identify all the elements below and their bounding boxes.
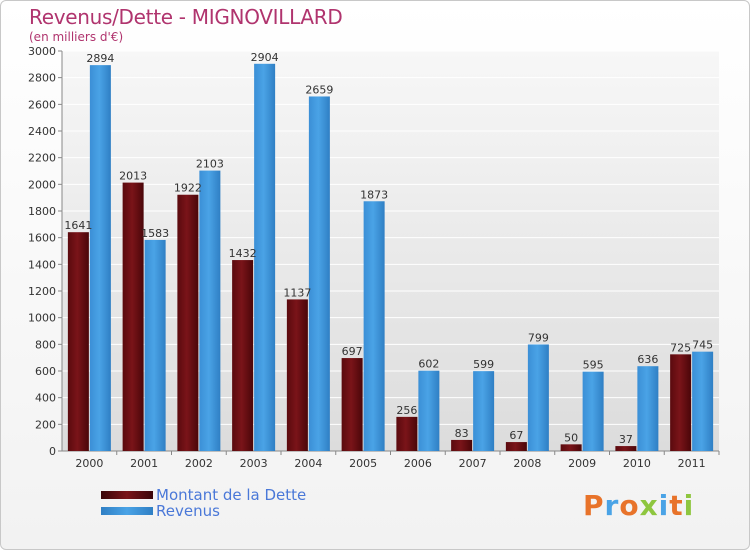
x-tick-label: 2009: [568, 457, 596, 470]
bar-dette: [505, 442, 527, 451]
bar-revenus: [199, 170, 221, 451]
bar-dette: [396, 416, 418, 451]
y-tick-label: 400: [35, 392, 56, 405]
legend-label-revenus: Revenus: [156, 502, 220, 520]
y-tick-label: 1600: [28, 232, 56, 245]
data-label-revenus: 2904: [251, 51, 279, 64]
data-label-dette: 50: [564, 431, 578, 444]
data-label-revenus: 799: [528, 331, 549, 344]
y-tick-label: 2800: [28, 72, 56, 85]
chart-title: Revenus/Dette - MIGNOVILLARD: [29, 5, 343, 29]
bar-revenus: [582, 371, 604, 451]
y-tick-label: 0: [49, 445, 56, 458]
data-label-dette: 1641: [64, 219, 92, 232]
y-tick-label: 1000: [28, 312, 56, 325]
logo-letter: i: [683, 489, 695, 522]
bar-revenus: [418, 370, 440, 451]
x-tick-label: 2008: [513, 457, 541, 470]
logo-letter: r: [604, 489, 620, 522]
legend-swatch-dette: [101, 491, 153, 499]
bar-revenus: [473, 371, 495, 451]
bar-dette: [232, 260, 254, 451]
x-tick-label: 2011: [678, 457, 706, 470]
y-tick-label: 800: [35, 338, 56, 351]
data-label-dette: 1137: [283, 286, 311, 299]
x-tick-label: 2000: [75, 457, 103, 470]
chart-subtitle: (en milliers d'€): [29, 30, 124, 44]
x-tick-label: 2005: [349, 457, 377, 470]
data-label-revenus: 595: [583, 359, 604, 372]
y-tick-label: 200: [35, 418, 56, 431]
data-label-revenus: 1583: [141, 227, 169, 240]
logo-letter: i: [658, 489, 670, 522]
y-tick-label: 2200: [28, 152, 56, 165]
y-tick-label: 2400: [28, 125, 56, 138]
bar-revenus: [637, 366, 659, 451]
bar-revenus: [363, 201, 385, 451]
bar-dette: [670, 354, 692, 451]
data-label-dette: 1922: [174, 182, 202, 195]
legend-label-dette: Montant de la Dette: [156, 486, 307, 504]
data-label-dette: 83: [455, 427, 469, 440]
y-tick-label: 600: [35, 365, 56, 378]
x-tick-label: 2003: [240, 457, 268, 470]
bar-revenus: [692, 351, 714, 451]
proxiti-logo: Proxiti: [583, 489, 694, 522]
data-label-dette: 725: [670, 341, 691, 354]
bar-revenus: [89, 65, 111, 451]
data-label-revenus: 2659: [305, 83, 333, 96]
y-tick-label: 1800: [28, 205, 56, 218]
data-label-revenus: 2894: [86, 52, 114, 65]
bar-revenus: [308, 96, 330, 451]
bar-revenus: [144, 239, 166, 451]
bar-dette: [122, 182, 144, 451]
y-tick-label: 2000: [28, 178, 56, 191]
data-label-dette: 67: [509, 429, 523, 442]
data-label-dette: 1432: [229, 247, 257, 260]
data-label-dette: 697: [342, 345, 363, 358]
bar-dette: [451, 439, 473, 451]
data-label-dette: 256: [396, 404, 417, 417]
bar-revenus: [254, 63, 276, 452]
y-tick-label: 2600: [28, 98, 56, 111]
logo-letter: x: [639, 489, 659, 522]
data-label-revenus: 636: [637, 353, 658, 366]
logo-letter: P: [583, 489, 605, 522]
x-tick-label: 2010: [623, 457, 651, 470]
data-label-revenus: 745: [692, 339, 713, 352]
y-tick-label: 1400: [28, 258, 56, 271]
x-tick-label: 2007: [459, 457, 487, 470]
x-tick-label: 2001: [130, 457, 158, 470]
y-tick-label: 1200: [28, 285, 56, 298]
data-label-revenus: 1873: [360, 188, 388, 201]
legend-swatch-revenus: [101, 507, 153, 515]
data-label-revenus: 2103: [196, 158, 224, 171]
logo-letter: o: [619, 489, 640, 522]
x-tick-label: 2002: [185, 457, 213, 470]
plot-area: [62, 51, 719, 451]
y-tick-label: 3000: [28, 45, 56, 58]
data-label-dette: 37: [619, 433, 633, 446]
data-label-revenus: 602: [418, 358, 439, 371]
logo-letter: t: [669, 489, 684, 522]
bar-dette: [560, 444, 582, 451]
bar-dette: [177, 194, 199, 451]
x-tick-label: 2006: [404, 457, 432, 470]
bar-dette: [286, 299, 308, 451]
bar-dette: [341, 358, 363, 451]
bar-dette: [67, 232, 89, 451]
bar-dette: [615, 446, 637, 451]
bar-revenus: [527, 344, 549, 451]
data-label-dette: 2013: [119, 170, 147, 183]
x-tick-label: 2004: [294, 457, 322, 470]
data-label-revenus: 599: [473, 358, 494, 371]
